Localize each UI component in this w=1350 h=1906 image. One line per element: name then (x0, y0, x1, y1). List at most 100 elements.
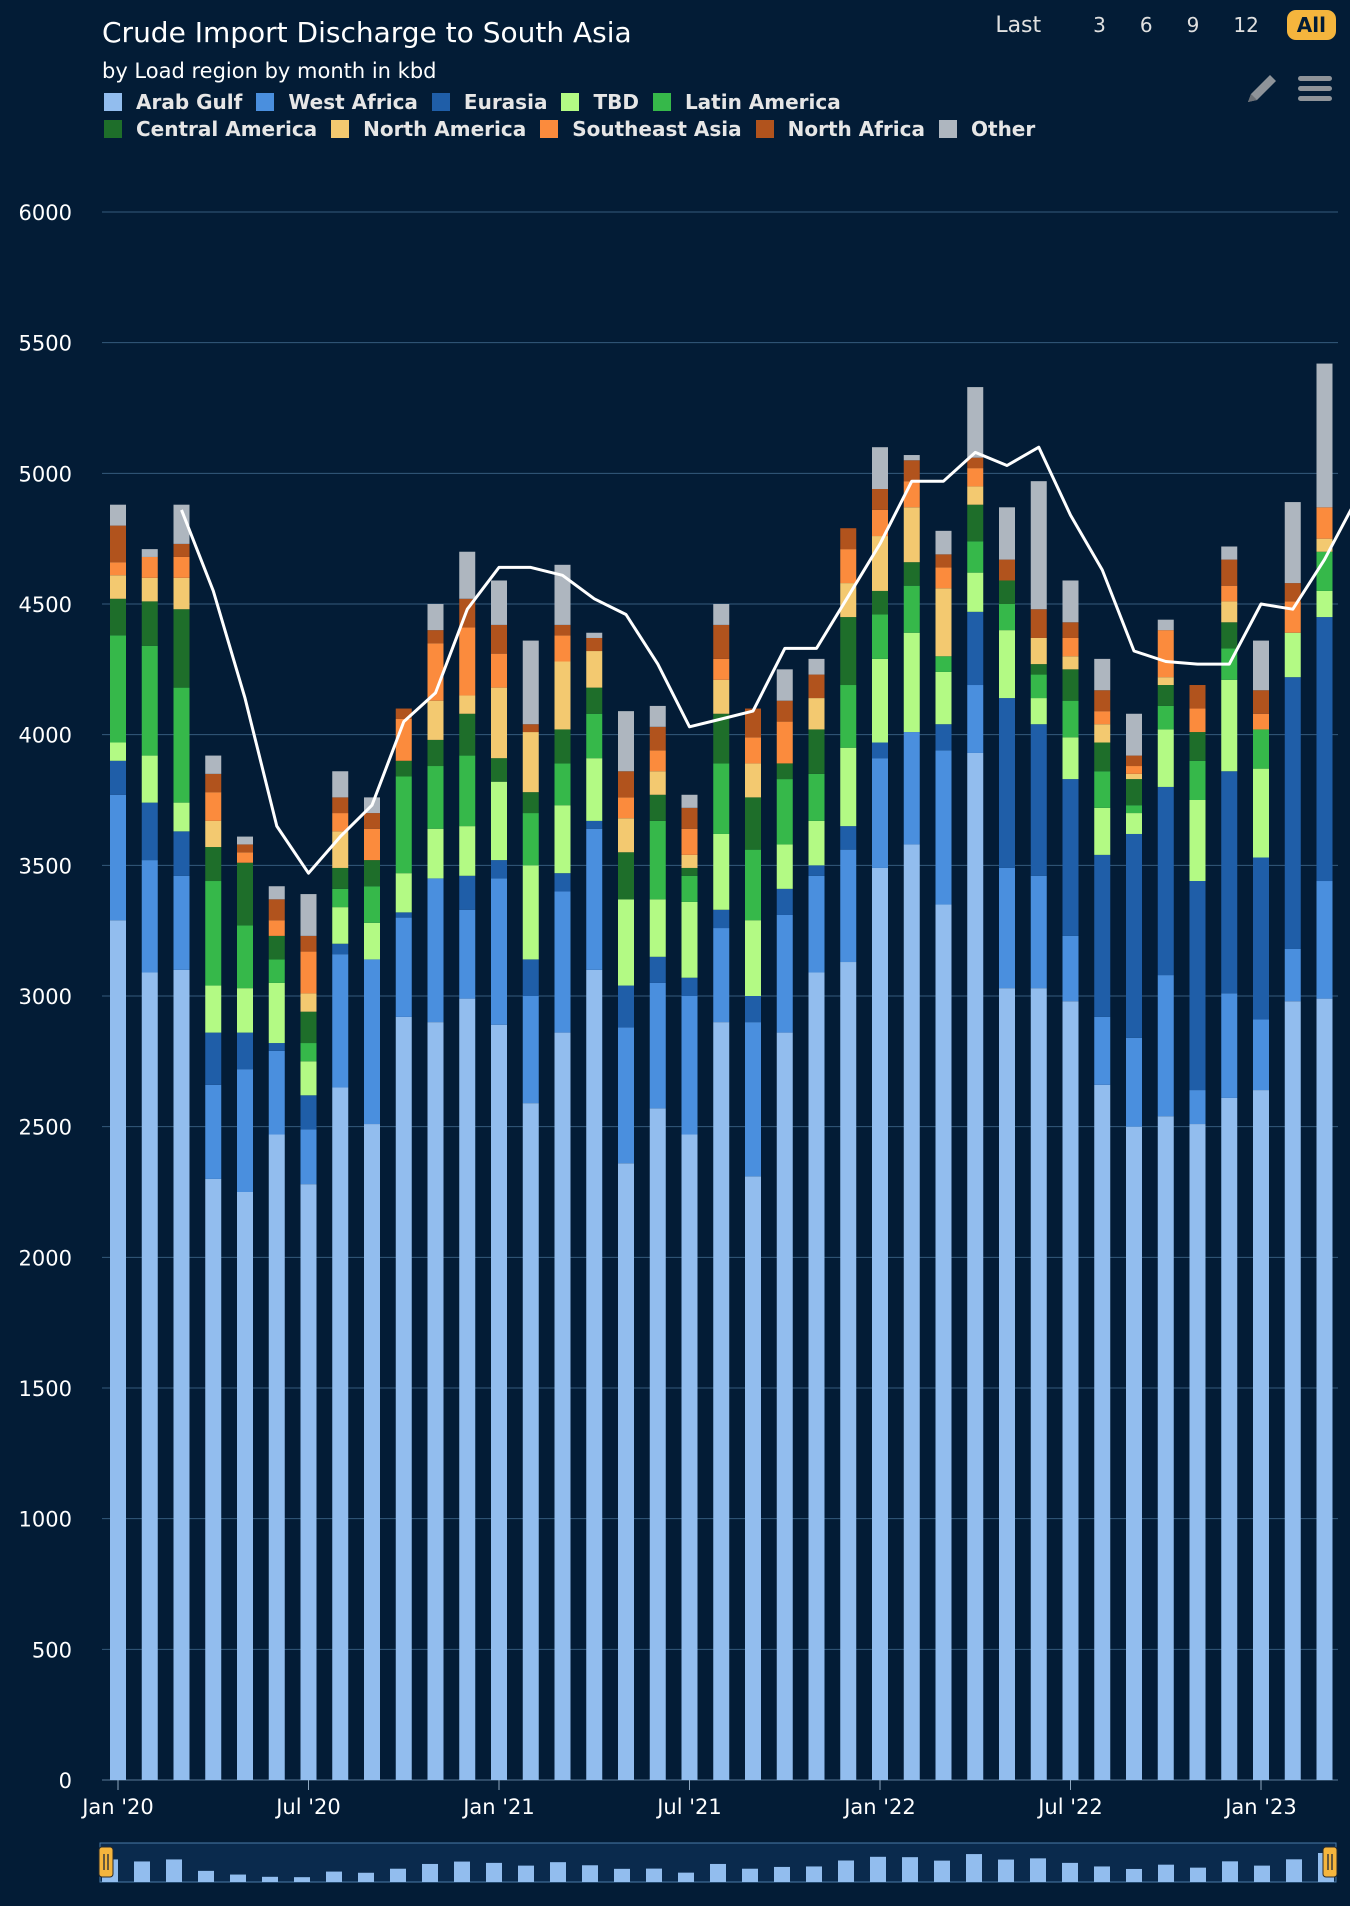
bar-stack-2022-04[interactable] (967, 387, 984, 1781)
bar-segment-latin-america[interactable] (1157, 705, 1174, 730)
bar-segment-tbd[interactable] (1316, 590, 1333, 618)
bar-segment-arab-gulf[interactable] (364, 1124, 380, 1780)
bar-segment-latin-america[interactable] (459, 755, 476, 827)
bar-stack-2021-03[interactable] (554, 564, 571, 1780)
bar-segment-other[interactable] (268, 886, 285, 900)
bar-segment-arab-gulf[interactable] (999, 988, 1015, 1780)
bar-segment-tbd[interactable] (967, 572, 984, 612)
range-button-all[interactable]: All (1286, 10, 1336, 40)
bar-segment-arab-gulf[interactable] (522, 1103, 539, 1780)
bar-segment-latin-america[interactable] (1316, 551, 1333, 591)
bar-segment-north-america[interactable] (935, 588, 952, 657)
bar-segment-central-america[interactable] (491, 758, 507, 782)
bar-segment-central-america[interactable] (681, 867, 698, 876)
bar-segment-latin-america[interactable] (1126, 805, 1142, 814)
bar-segment-west-africa[interactable] (268, 1050, 285, 1135)
bar-segment-southeast-asia[interactable] (840, 549, 857, 584)
bar-segment-north-africa[interactable] (808, 674, 825, 699)
bar-segment-north-africa[interactable] (872, 489, 888, 510)
bar-segment-latin-america[interactable] (872, 614, 888, 659)
bar-segment-north-america[interactable] (967, 486, 984, 505)
bar-segment-latin-america[interactable] (808, 773, 825, 821)
bar-segment-west-africa[interactable] (459, 909, 476, 999)
bar-segment-eurasia[interactable] (1030, 724, 1047, 876)
bar-segment-north-africa[interactable] (332, 797, 349, 814)
bar-segment-latin-america[interactable] (141, 645, 158, 756)
bar-segment-other[interactable] (459, 551, 476, 599)
bar-segment-tbd[interactable] (1062, 737, 1079, 780)
bar-segment-arab-gulf[interactable] (141, 972, 158, 1780)
bar-segment-southeast-asia[interactable] (776, 721, 793, 764)
bar-segment-other[interactable] (872, 447, 888, 490)
bar-segment-other[interactable] (110, 504, 126, 526)
bar-segment-tbd[interactable] (1221, 679, 1238, 772)
legend-item-latin-america[interactable]: Latin America (652, 90, 841, 114)
bar-segment-north-africa[interactable] (1126, 755, 1142, 767)
bar-segment-tbd[interactable] (681, 901, 698, 978)
bar-segment-central-america[interactable] (999, 580, 1015, 604)
bar-segment-arab-gulf[interactable] (1253, 1090, 1269, 1780)
legend-item-arab-gulf[interactable]: Arab Gulf (104, 90, 242, 114)
bar-segment-central-america[interactable] (300, 1011, 317, 1044)
bar-segment-tbd[interactable] (903, 632, 920, 733)
bar-segment-tbd[interactable] (1253, 768, 1269, 858)
bar-segment-southeast-asia[interactable] (173, 556, 190, 578)
bar-segment-west-africa[interactable] (1157, 975, 1174, 1117)
bar-segment-north-america[interactable] (1316, 538, 1333, 552)
bar-segment-west-africa[interactable] (491, 878, 507, 1025)
bar-segment-north-america[interactable] (1157, 677, 1174, 686)
bar-segment-central-america[interactable] (268, 935, 285, 960)
bar-segment-north-africa[interactable] (586, 637, 603, 652)
bar-segment-southeast-asia[interactable] (1253, 713, 1269, 730)
bar-segment-latin-america[interactable] (903, 585, 920, 633)
bar-segment-west-africa[interactable] (427, 878, 444, 1023)
bar-segment-west-africa[interactable] (237, 1069, 253, 1192)
bar-segment-tbd[interactable] (173, 802, 190, 832)
bar-segment-eurasia[interactable] (554, 873, 571, 892)
bar-stack-2022-01[interactable] (872, 447, 888, 1780)
bar-segment-west-africa[interactable] (1221, 993, 1238, 1098)
bar-segment-arab-gulf[interactable] (649, 1108, 666, 1780)
bar-segment-north-america[interactable] (649, 771, 666, 795)
bar-segment-tbd[interactable] (141, 755, 158, 803)
bar-segment-other[interactable] (1030, 481, 1047, 610)
bar-stack-2021-08[interactable] (713, 604, 730, 1780)
bar-segment-tbd[interactable] (808, 820, 825, 866)
bar-segment-west-africa[interactable] (1126, 1037, 1142, 1127)
legend-item-north-america[interactable]: North America (331, 117, 526, 141)
legend-item-southeast-asia[interactable]: Southeast Asia (540, 117, 742, 141)
bar-segment-eurasia[interactable] (110, 760, 126, 795)
bar-segment-other[interactable] (173, 504, 190, 544)
bar-segment-southeast-asia[interactable] (1316, 507, 1333, 539)
bar-segment-west-africa[interactable] (395, 917, 412, 1017)
bar-segment-central-america[interactable] (808, 729, 825, 774)
bar-segment-central-america[interactable] (522, 792, 539, 814)
pencil-icon[interactable] (1248, 75, 1276, 102)
bar-segment-eurasia[interactable] (745, 996, 761, 1023)
bar-segment-latin-america[interactable] (1062, 700, 1079, 738)
bar-segment-arab-gulf[interactable] (840, 962, 857, 1780)
bar-stack-2020-01[interactable] (110, 504, 126, 1780)
bar-segment-tbd[interactable] (1126, 813, 1142, 834)
bar-segment-southeast-asia[interactable] (681, 828, 698, 855)
bar-segment-west-africa[interactable] (141, 860, 158, 973)
bar-segment-north-africa[interactable] (364, 813, 380, 829)
bar-segment-arab-gulf[interactable] (745, 1176, 761, 1780)
bar-segment-north-america[interactable] (1030, 637, 1047, 665)
bar-segment-latin-america[interactable] (840, 685, 857, 748)
bar-segment-north-africa[interactable] (300, 935, 317, 952)
bar-segment-west-africa[interactable] (110, 794, 126, 921)
bar-segment-west-africa[interactable] (554, 891, 571, 1033)
bar-segment-north-america[interactable] (1094, 724, 1111, 743)
bar-segment-eurasia[interactable] (332, 943, 349, 955)
bar-segment-other[interactable] (776, 669, 793, 701)
bar-segment-southeast-asia[interactable] (1284, 601, 1301, 633)
bar-segment-north-america[interactable] (110, 575, 126, 599)
bar-segment-central-america[interactable] (903, 562, 920, 586)
navigator-handle-right[interactable] (1322, 1846, 1338, 1878)
bar-segment-central-america[interactable] (618, 852, 634, 900)
bar-segment-west-africa[interactable] (332, 954, 349, 1088)
bar-segment-tbd[interactable] (713, 833, 730, 910)
bar-segment-north-africa[interactable] (776, 700, 793, 722)
bar-segment-other[interactable] (522, 640, 539, 725)
